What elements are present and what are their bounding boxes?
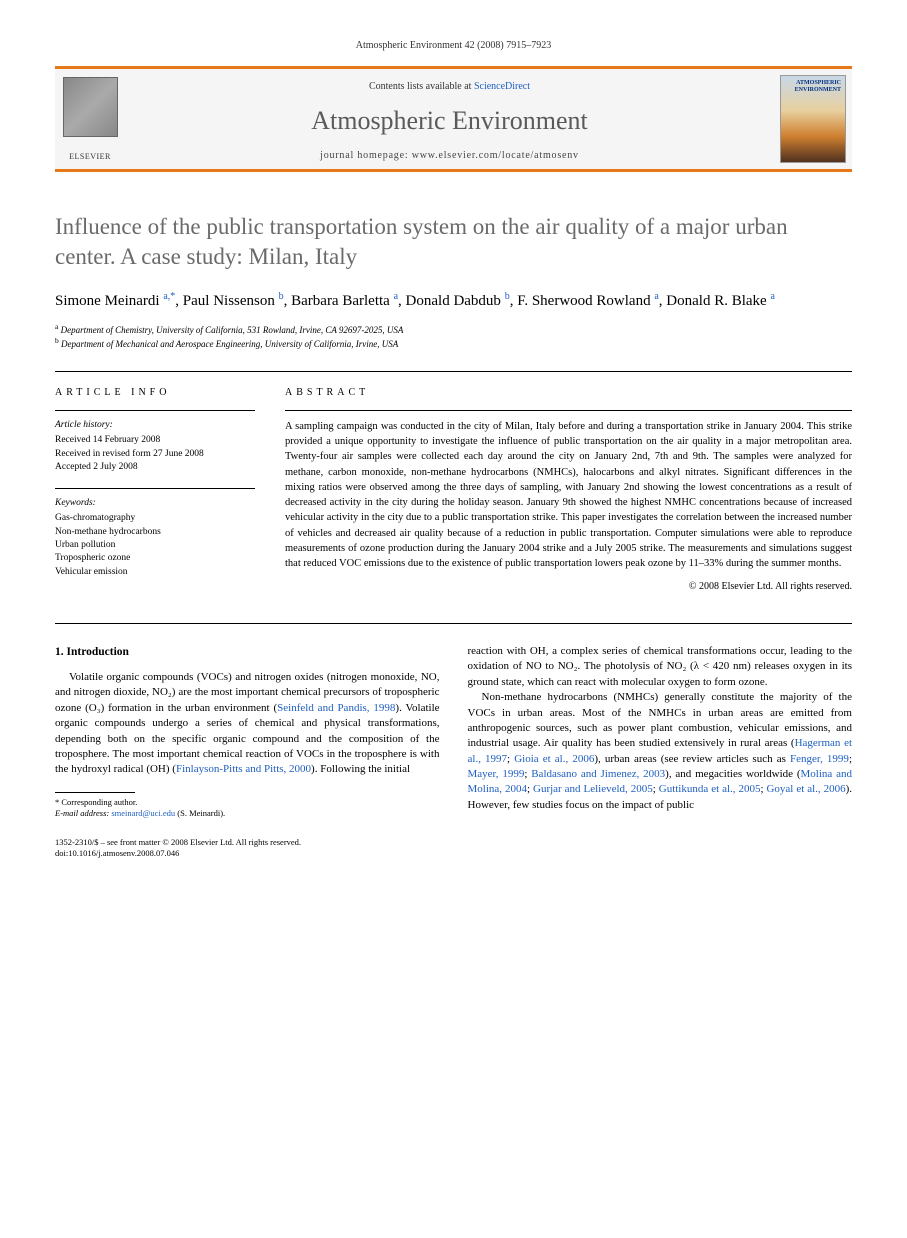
body-columns: 1. Introduction Volatile organic compoun… [55, 623, 852, 819]
accepted-date: Accepted 2 July 2008 [55, 461, 255, 474]
citation-link[interactable]: Mayer, 1999 [468, 768, 525, 780]
abstract-column: ABSTRACT A sampling campaign was conduct… [285, 387, 852, 593]
article-history: Article history: Received 14 February 20… [55, 410, 255, 474]
revised-date: Received in revised form 27 June 2008 [55, 448, 255, 461]
citation-link[interactable]: Finlayson-Pitts and Pitts, 2000 [176, 763, 311, 775]
intro-paragraph-2: Non-methane hydrocarbons (NMHCs) general… [468, 690, 853, 813]
keyword-item: Vehicular emission [55, 566, 255, 579]
keyword-item: Tropospheric ozone [55, 552, 255, 565]
citation-link[interactable]: Guttikunda et al., 2005 [659, 783, 761, 795]
banner-left: ELSEVIER [55, 69, 125, 169]
citation-link[interactable]: Fenger, 1999 [790, 753, 849, 765]
received-date: Received 14 February 2008 [55, 434, 255, 447]
journal-name: Atmospheric Environment [135, 106, 764, 136]
body-column-left: 1. Introduction Volatile organic compoun… [55, 644, 440, 819]
info-abstract-row: ARTICLE INFO Article history: Received 1… [55, 371, 852, 593]
article-info-column: ARTICLE INFO Article history: Received 1… [55, 387, 255, 593]
keyword-item: Urban pollution [55, 539, 255, 552]
abstract-label: ABSTRACT [285, 387, 852, 398]
keywords-list: Gas-chromatographyNon-methane hydrocarbo… [55, 512, 255, 578]
citation-link[interactable]: Baldasano and Jimenez, 2003 [531, 768, 665, 780]
cover-text: ATMOSPHERIC ENVIRONMENT [781, 80, 841, 93]
email-line: E-mail address: smeinard@uci.edu (S. Mei… [55, 808, 440, 819]
corresponding-label: * Corresponding author. [55, 797, 440, 808]
contents-line: Contents lists available at ScienceDirec… [135, 81, 764, 92]
citation-link[interactable]: Gioia et al., 2006 [514, 753, 594, 765]
contents-prefix: Contents lists available at [369, 81, 474, 92]
header-citation: Atmospheric Environment 42 (2008) 7915–7… [55, 40, 852, 51]
citation-link[interactable]: Seinfeld and Pandis, 1998 [277, 702, 395, 714]
keywords-heading: Keywords: [55, 497, 255, 510]
affiliation-b: b Department of Mechanical and Aerospace… [55, 336, 852, 351]
sciencedirect-link[interactable]: ScienceDirect [474, 81, 530, 92]
page-footer: 1352-2310/$ – see front matter © 2008 El… [55, 837, 852, 859]
journal-cover-thumbnail: ATMOSPHERIC ENVIRONMENT [780, 75, 846, 163]
front-matter-line: 1352-2310/$ – see front matter © 2008 El… [55, 837, 852, 848]
keywords-block: Keywords: Gas-chromatographyNon-methane … [55, 488, 255, 579]
keyword-item: Gas-chromatography [55, 512, 255, 525]
body-column-right: reaction with OH, a complex series of ch… [468, 644, 853, 819]
doi-line: doi:10.1016/j.atmosenv.2008.07.046 [55, 848, 852, 859]
citation-link[interactable]: Goyal et al., 2006 [766, 783, 845, 795]
affiliation-a: a Department of Chemistry, University of… [55, 322, 852, 337]
banner-center: Contents lists available at ScienceDirec… [125, 69, 774, 169]
intro-paragraph-1-cont: reaction with OH, a complex series of ch… [468, 644, 853, 690]
copyright-line: © 2008 Elsevier Ltd. All rights reserved… [285, 581, 852, 592]
homepage-url[interactable]: www.elsevier.com/locate/atmosenv [412, 150, 579, 161]
banner-right: ATMOSPHERIC ENVIRONMENT [774, 69, 852, 169]
history-heading: Article history: [55, 419, 255, 432]
author-email[interactable]: smeinard@uci.edu [111, 808, 175, 818]
citation-link[interactable]: Gurjar and Lelieveld, 2005 [533, 783, 653, 795]
article-title: Influence of the public transportation s… [55, 212, 852, 272]
homepage-line: journal homepage: www.elsevier.com/locat… [135, 150, 764, 161]
authors: Simone Meinardi a,*, Paul Nissenson b, B… [55, 290, 852, 312]
publisher-name: ELSEVIER [69, 152, 111, 161]
elsevier-logo [63, 77, 118, 137]
section-heading: 1. Introduction [55, 644, 440, 660]
intro-paragraph-1: Volatile organic compounds (VOCs) and ni… [55, 670, 440, 778]
footnote-separator [55, 792, 135, 793]
affiliations: a Department of Chemistry, University of… [55, 322, 852, 351]
article-info-label: ARTICLE INFO [55, 387, 255, 398]
corresponding-author-footnote: * Corresponding author. E-mail address: … [55, 797, 440, 819]
journal-banner: ELSEVIER Contents lists available at Sci… [55, 66, 852, 172]
keyword-item: Non-methane hydrocarbons [55, 526, 255, 539]
abstract-text: A sampling campaign was conducted in the… [285, 410, 852, 571]
homepage-prefix: journal homepage: [320, 150, 412, 161]
